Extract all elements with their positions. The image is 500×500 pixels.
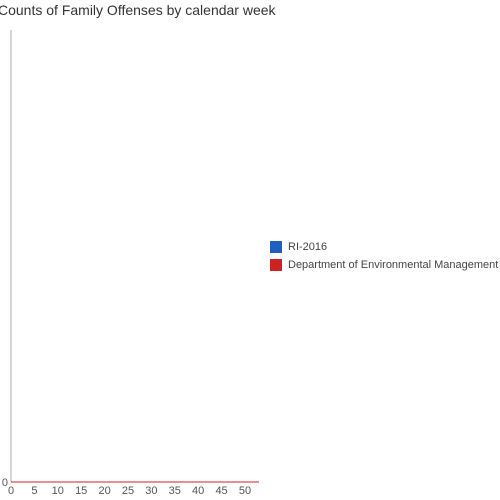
legend-swatch-ri-2016: [270, 241, 282, 253]
x-tick-label: 15: [75, 485, 87, 497]
x-tick-label: 40: [192, 485, 204, 497]
x-tick-label: 35: [169, 485, 181, 497]
x-tick-label: 50: [239, 485, 251, 497]
x-tick-label: 45: [215, 485, 227, 497]
x-tick-label: 20: [98, 485, 110, 497]
x-tick-label: 5: [31, 485, 37, 497]
legend-label-dem: Department of Environmental Management: [288, 259, 499, 271]
x-tick-label: 25: [122, 485, 134, 497]
legend-item-ri-2016: RI-2016: [270, 238, 498, 256]
x-tick-label: 10: [52, 485, 64, 497]
y-tick-label: 0: [2, 477, 8, 489]
legend: RI-2016 Department of Environmental Mana…: [270, 238, 498, 274]
legend-item-dem: Department of Environmental Management: [270, 256, 498, 274]
x-tick-label: 30: [145, 485, 157, 497]
legend-swatch-dem: [270, 259, 282, 271]
legend-label-ri-2016: RI-2016: [288, 241, 328, 253]
chart-title: Counts of Family Offenses by calendar we…: [0, 2, 276, 18]
x-tick-label: 0: [8, 485, 14, 497]
